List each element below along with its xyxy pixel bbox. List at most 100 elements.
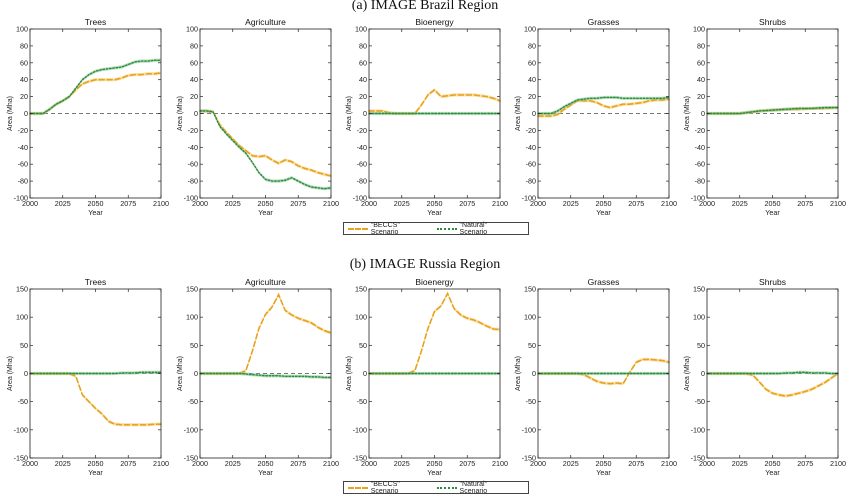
series-line-natural (199, 110, 332, 190)
x-tick-label: 2100 (661, 199, 677, 208)
y-tick-label: -20 (188, 126, 198, 135)
y-tick-label: -40 (526, 143, 536, 152)
x-tick-label: 2050 (596, 199, 612, 208)
legend-label-natural: "Natural" Scenario (459, 221, 488, 236)
panel-title: Trees (85, 17, 106, 27)
series-line-natural (199, 372, 332, 379)
y-tick-label: 80 (359, 41, 367, 50)
y-tick-label: -80 (357, 177, 367, 186)
y-tick-label: 100 (16, 313, 28, 322)
beccs-uncertainty-band (30, 371, 161, 427)
x-axis-label: Year (765, 208, 780, 217)
panel-shrubs: -150 -100 -50 0 50 100 150 2000 2025 2050 2075 2100… (684, 277, 846, 477)
beccs-uncertainty-band (200, 109, 331, 178)
y-tick-label: -40 (18, 143, 28, 152)
legend-brazil: "BECCS" Scenario "Natural" Scenario (343, 221, 529, 236)
x-axis-label: Year (596, 208, 611, 217)
y-tick-label: 0 (532, 369, 536, 378)
x-tick-label: 2025 (225, 199, 241, 208)
y-tick-label: -20 (695, 126, 705, 135)
x-tick-label: 2075 (459, 459, 475, 468)
panel-title: Grasses (588, 277, 620, 287)
y-tick-label: 0 (24, 369, 28, 378)
x-tick-label: 2025 (55, 459, 71, 468)
legend-russia: "BECCS" Scenario "Natural" Scenario (343, 480, 529, 495)
y-axis-label: Area (Mha) (515, 356, 522, 391)
y-tick-label: -60 (188, 160, 198, 169)
y-tick-label: -60 (357, 160, 367, 169)
y-tick-label: 50 (359, 341, 367, 350)
y-tick-label: 100 (524, 313, 536, 322)
y-tick-label: 20 (20, 92, 28, 101)
y-tick-label: 60 (697, 58, 705, 67)
panel-title: Agriculture (245, 17, 286, 27)
legend-entry-beccs: "BECCS" Scenario (348, 222, 429, 236)
beccs-uncertainty-band (200, 293, 331, 376)
x-axis-label: Year (427, 208, 442, 217)
legend-entry-natural: "Natural" Scenario (436, 480, 516, 495)
y-tick-label: 100 (693, 313, 705, 322)
y-tick-label: 50 (697, 341, 705, 350)
y-tick-label: -50 (695, 397, 705, 406)
y-tick-label: 20 (528, 92, 536, 101)
y-tick-label: 150 (524, 285, 536, 294)
series-line-beccs (368, 88, 501, 115)
x-tick-label: 2100 (153, 459, 169, 468)
series-line-natural (29, 371, 162, 375)
y-tick-label: 0 (701, 109, 705, 118)
series-line-beccs (199, 292, 332, 375)
y-tick-label: 80 (697, 41, 705, 50)
y-tick-label: -80 (18, 177, 28, 186)
legend-label-natural: "Natural" Scenario (459, 480, 488, 495)
y-tick-label: 40 (359, 75, 367, 84)
y-tick-label: -150 (184, 454, 198, 463)
x-tick-label: 2050 (88, 199, 104, 208)
y-tick-label: 150 (355, 285, 367, 294)
x-axis-label: Year (258, 208, 273, 217)
series-line-beccs (368, 291, 501, 375)
x-tick-label: 2100 (661, 459, 677, 468)
y-tick-label: -80 (188, 177, 198, 186)
x-tick-label: 2050 (427, 459, 443, 468)
y-tick-label: -100 (184, 425, 198, 434)
y-tick-label: -40 (188, 143, 198, 152)
y-tick-label: -50 (18, 397, 28, 406)
x-tick-label: 2050 (258, 459, 274, 468)
y-axis-label: Area (Mha) (7, 356, 14, 391)
panel-grasses: -150 -100 -50 0 50 100 150 2000 2025 2050 2075 2100… (515, 277, 677, 477)
y-axis-label: Area (Mha) (7, 96, 14, 131)
x-tick-label: 2100 (492, 199, 508, 208)
x-tick-label: 2000 (192, 459, 208, 468)
y-axis-label: Area (Mha) (177, 356, 184, 391)
legend-entry-natural: "Natural" Scenario (436, 221, 516, 236)
series-line-natural (29, 59, 162, 115)
y-tick-label: 100 (355, 313, 367, 322)
y-tick-label: -150 (353, 454, 367, 463)
y-tick-label: 150 (693, 285, 705, 294)
beccs-swatch-icon (348, 486, 368, 489)
section-title-russia: (b) IMAGE Russia Region (349, 257, 501, 272)
y-tick-label: 20 (190, 92, 198, 101)
natural-uncertainty-band (30, 58, 161, 116)
y-tick-label: -100 (522, 194, 536, 203)
y-tick-label: -100 (353, 194, 367, 203)
x-tick-label: 2075 (120, 459, 136, 468)
y-tick-label: 60 (528, 58, 536, 67)
x-axis-label: Year (88, 468, 103, 477)
panel-agriculture: -150 -100 -50 0 50 100 150 2000 2025 2050 2075 2100… (177, 277, 339, 477)
x-tick-label: 2000 (22, 199, 38, 208)
y-tick-label: 0 (363, 369, 367, 378)
y-tick-label: 100 (16, 25, 28, 34)
beccs-uncertainty-band (369, 291, 500, 376)
y-tick-label: 0 (194, 109, 198, 118)
y-tick-label: 20 (697, 92, 705, 101)
y-tick-label: 80 (190, 41, 198, 50)
legend-label-beccs: "BECCS" Scenario (370, 221, 400, 236)
legend-entry-beccs: "BECCS" Scenario (348, 481, 429, 495)
y-tick-label: -150 (522, 454, 536, 463)
y-tick-label: 60 (20, 58, 28, 67)
panel-title: Shrubs (759, 277, 786, 287)
x-tick-label: 2000 (192, 199, 208, 208)
x-tick-label: 2050 (765, 459, 781, 468)
x-tick-label: 2050 (596, 459, 612, 468)
